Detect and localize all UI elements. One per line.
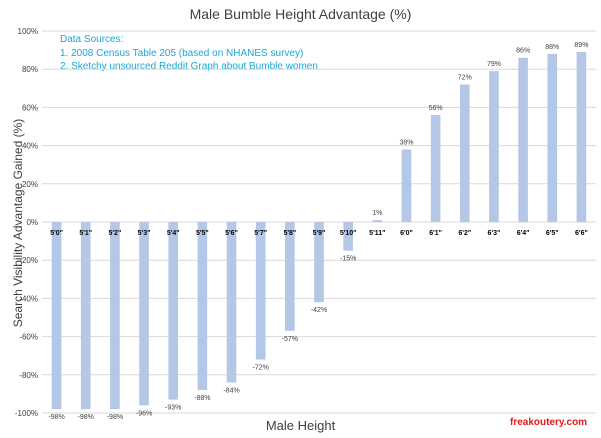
bar [80,222,91,410]
y-tick-label: -60% [19,333,38,342]
y-tick-label: 0% [26,218,38,227]
data-label: 89% [574,42,588,49]
bar [489,71,499,222]
x-tick-label: 5'8" [283,230,296,237]
bar [197,222,208,391]
x-tick-label: 6'1" [429,230,442,237]
bar [139,222,149,406]
y-axis-label: Search Visibility Advantage Gained (%) [11,118,25,328]
bar [459,84,470,222]
y-tick-label: 100% [18,27,38,36]
bar [547,53,558,222]
data-label: -98% [107,414,123,421]
data-sources-annotation: Data Sources: 1. 2008 Census Table 205 (… [60,33,318,74]
bar [401,149,412,222]
x-tick-label: 6'3" [488,230,501,237]
data-label: -98% [78,414,94,421]
data-label: -93% [165,405,181,412]
bar [110,222,120,410]
bar [168,222,179,400]
bar [430,115,441,222]
data-label: 72% [458,74,472,81]
bar [372,220,383,222]
data-label: 86% [516,48,530,55]
y-tick-label: 40% [22,142,38,151]
x-tick-label: 6'4" [517,230,530,237]
data-label: 56% [429,105,443,112]
y-tick-label: 20% [22,180,38,189]
x-tick-label: 6'5" [546,230,559,237]
data-source-line-1: 1. 2008 Census Table 205 (based on NHANE… [60,47,304,59]
y-tick-label: 60% [22,103,38,112]
x-tick-label: 5'9" [313,230,326,237]
x-tick-label: 5'5" [196,230,209,237]
y-tick-label: -100% [15,409,38,418]
x-axis-label: Male Height [265,418,336,433]
bar [576,52,587,223]
x-tick-label: 5'1" [79,230,92,237]
data-label: -98% [48,414,64,421]
x-tick-label: 5'3" [138,230,151,237]
bar [285,222,295,331]
x-tick-label: 5'10" [340,230,357,237]
data-label: 88% [545,44,559,51]
data-source-line-2: 2. Sketchy unsourced Reddit Graph about … [60,61,318,72]
data-label: -57% [282,336,298,343]
x-tick-label: 5'7" [254,230,267,237]
bar [255,222,266,360]
data-label: 1% [372,210,382,217]
y-tick-label: -40% [19,294,38,303]
bar [314,222,324,303]
x-tick-label: 6'6" [575,230,588,237]
y-tick-label: -80% [19,371,38,380]
bar [51,222,62,410]
bar [518,57,528,222]
data-label: -96% [136,410,152,417]
x-tick-label: 5'0" [50,230,63,237]
x-tick-label: 6'2" [458,230,471,237]
data-sources-heading: Data Sources: [60,34,124,45]
watermark: freakoutery.com [510,417,588,428]
bar [226,222,237,383]
chart-title: Male Bumble Height Advantage (%) [189,6,412,22]
x-tick-label: 5'11" [369,230,385,237]
data-label: -88% [194,395,210,402]
data-label: -72% [253,365,269,372]
x-tick-label: 5'6" [225,230,238,237]
data-label: -42% [311,307,327,314]
data-label: -15% [340,256,356,263]
data-label: 79% [487,61,501,68]
x-tick-label: 5'2" [109,230,122,237]
data-label: -84% [223,387,239,394]
x-tick-label: 5'4" [167,230,180,237]
x-tick-label: 6'0" [400,230,413,237]
data-label: 38% [399,139,413,146]
y-tick-label: 80% [22,65,38,74]
bar [343,222,353,251]
y-tick-label: -20% [19,256,38,265]
